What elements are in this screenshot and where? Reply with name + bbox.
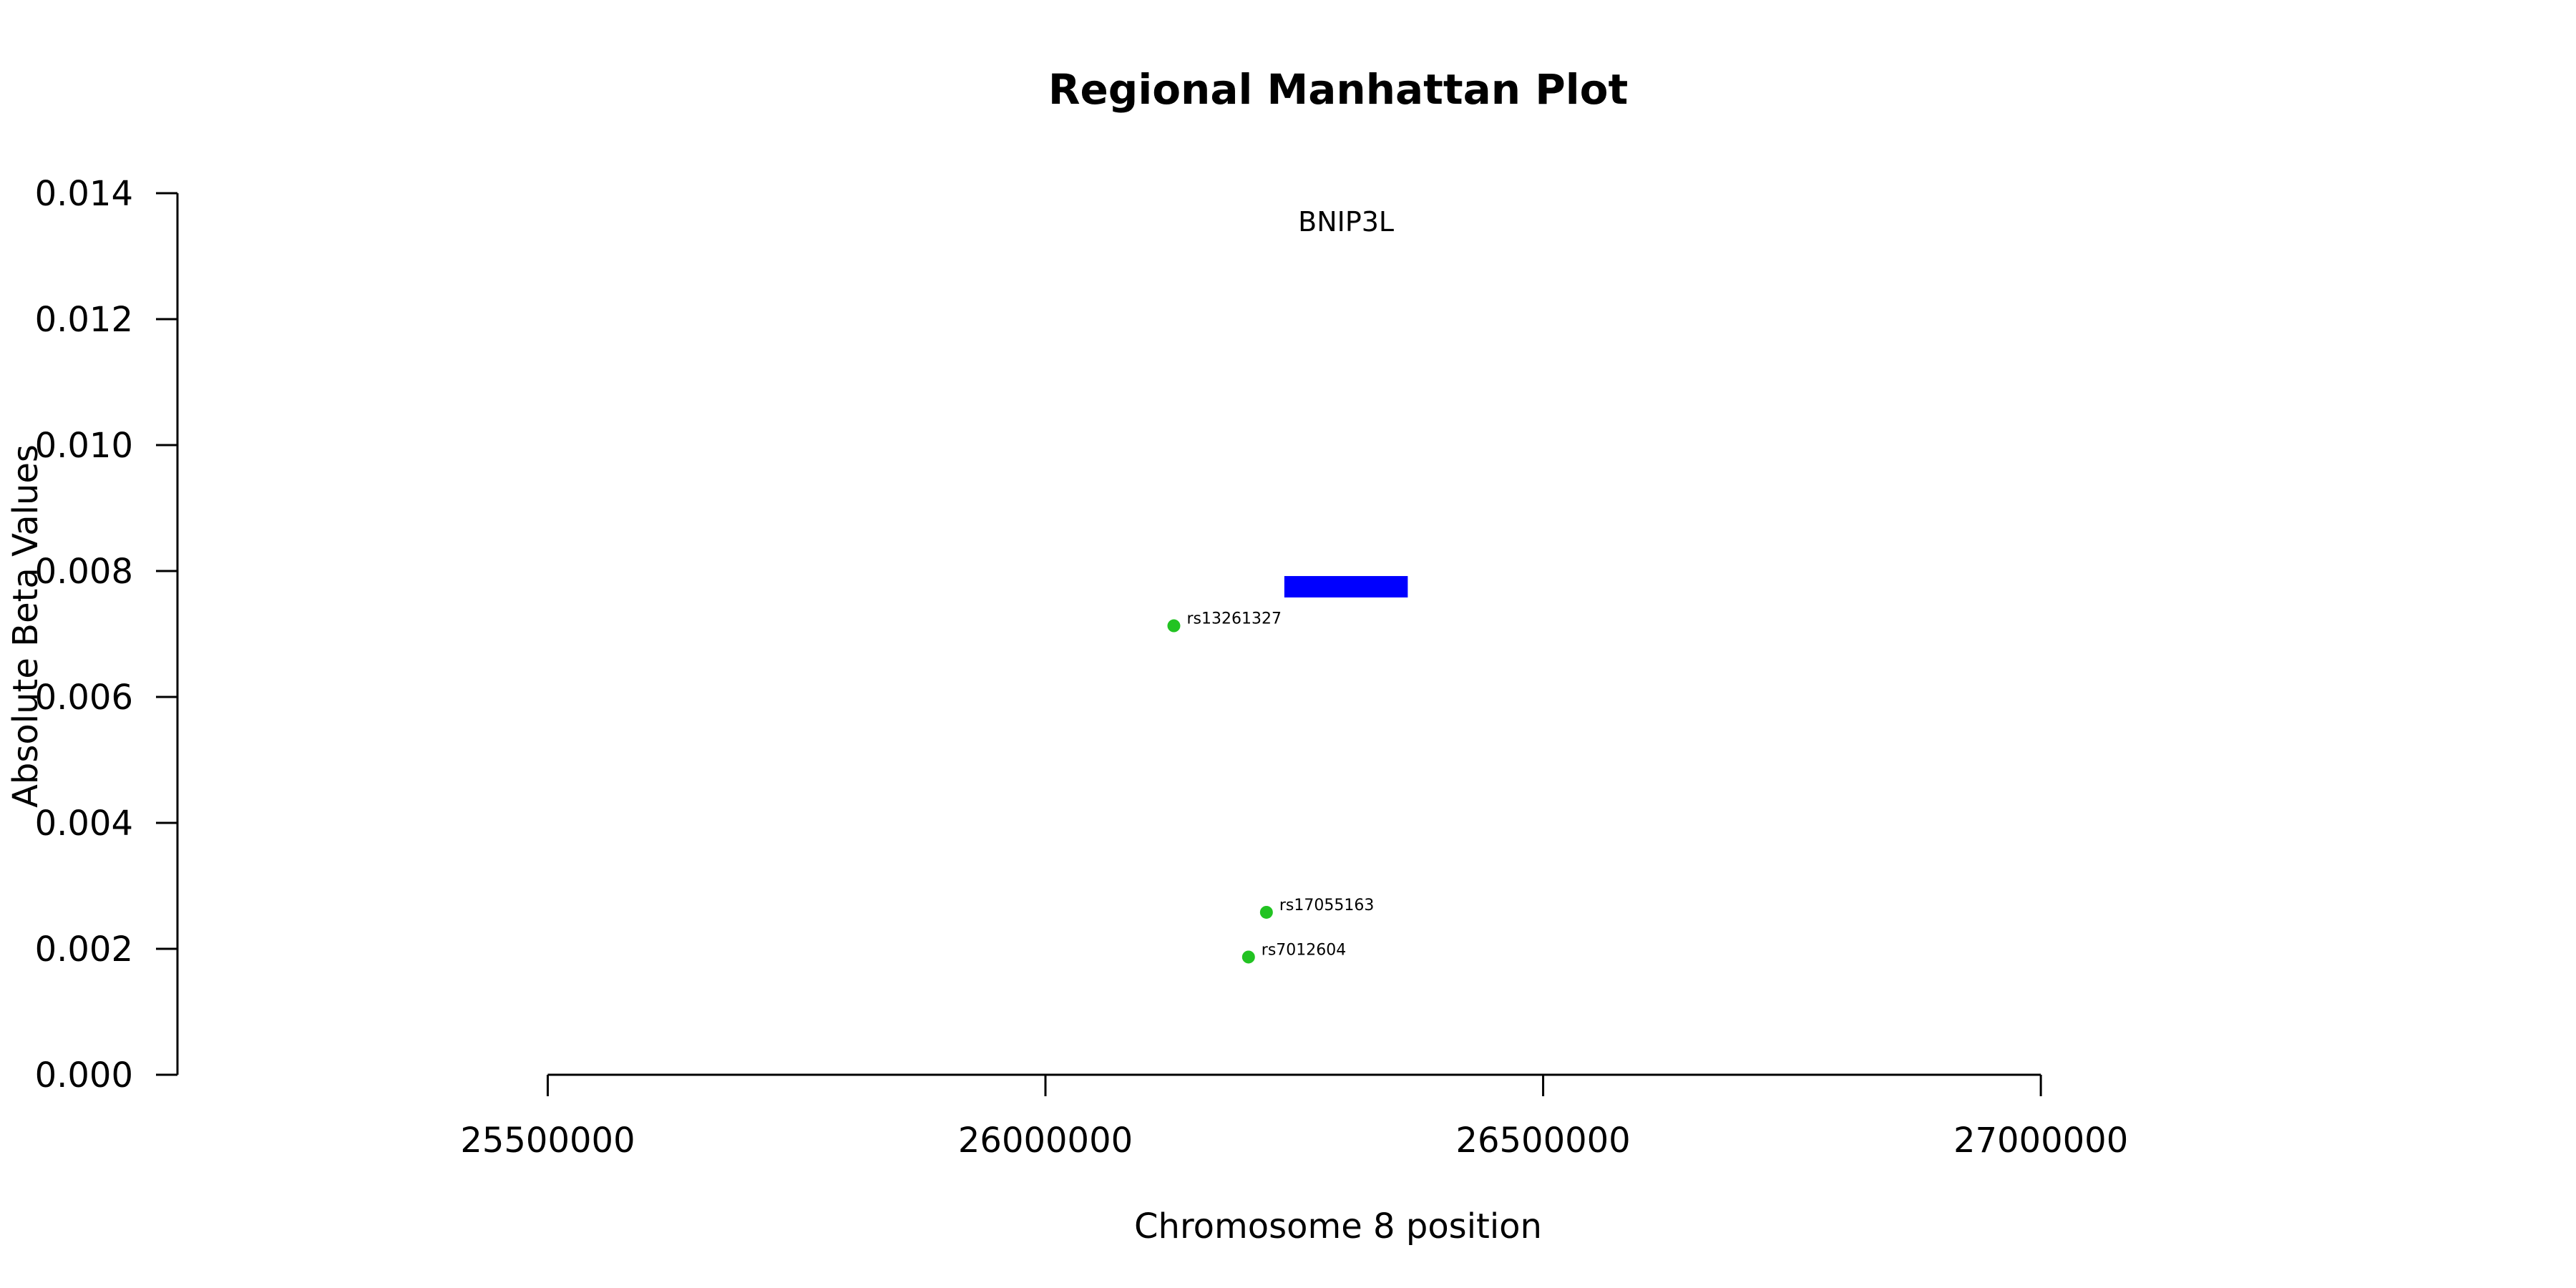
snp-label: rs17055163 bbox=[1279, 897, 1374, 914]
gene-label: BNIP3L bbox=[1298, 206, 1394, 238]
y-tick-label: 0.000 bbox=[35, 1055, 133, 1096]
y-tick-label: 0.012 bbox=[35, 300, 133, 340]
x-axis-label: Chromosome 8 position bbox=[1134, 1206, 1542, 1246]
x-tick-label: 26500000 bbox=[1455, 1121, 1630, 1161]
y-tick-label: 0.002 bbox=[35, 930, 133, 970]
x-axis: 25500000 26000000 26500000 27000000 bbox=[460, 1073, 2128, 1161]
y-tick-label: 0.006 bbox=[35, 678, 133, 718]
y-tick-label: 0.010 bbox=[35, 426, 133, 466]
x-tick-label: 26000000 bbox=[958, 1121, 1133, 1161]
snp-points: rs13261327 rs17055163 rs7012604 bbox=[1167, 610, 1374, 964]
y-tick-label: 0.014 bbox=[35, 174, 133, 214]
y-tick-label: 0.008 bbox=[35, 552, 133, 592]
snp-point bbox=[1259, 905, 1273, 919]
y-tick-label: 0.004 bbox=[35, 804, 133, 844]
gene-track: BNIP3L bbox=[1284, 206, 1408, 597]
gene-bar bbox=[1284, 576, 1408, 597]
x-tick-label: 25500000 bbox=[460, 1121, 635, 1161]
snp-label: rs7012604 bbox=[1262, 941, 1347, 959]
y-axis: 0.000 0.002 0.004 0.006 0.008 0.010 0.012 0.014 bbox=[35, 174, 179, 1096]
y-axis-label: Absolute Beta Values bbox=[6, 444, 46, 808]
chart-title: Regional Manhattan Plot bbox=[1048, 65, 1628, 114]
snp-point bbox=[1167, 619, 1181, 633]
snp-label: rs13261327 bbox=[1186, 610, 1281, 628]
snp-point bbox=[1241, 950, 1255, 964]
x-tick-label: 27000000 bbox=[1953, 1121, 2128, 1161]
